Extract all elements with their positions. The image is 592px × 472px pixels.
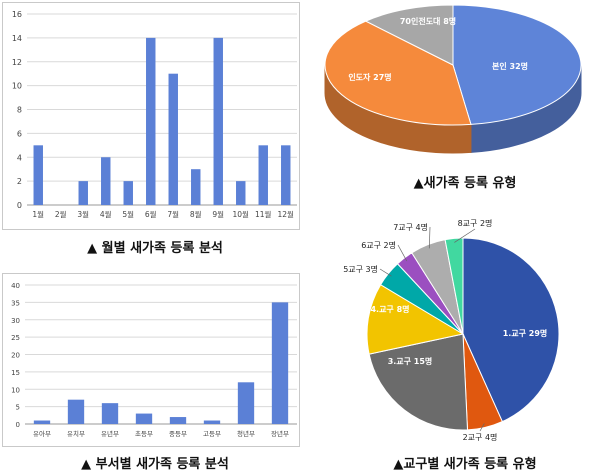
district-slice-label: 3.교구 15명 bbox=[388, 356, 433, 366]
department-chart-frame: 0 5 10 15 20 25 30 35 40 유아부 유치부 유년부 초등부 중등부 고등부 청년부 장년부 bbox=[2, 273, 300, 447]
district-slice-label: 5교구 3명 bbox=[343, 264, 378, 274]
district-slice-label: 8교구 2명 bbox=[458, 218, 493, 228]
monthly-xtick-label: 3월 bbox=[77, 209, 89, 219]
department-ytick-label: 40 bbox=[11, 282, 20, 290]
monthly-xtick-label: 8월 bbox=[190, 209, 202, 219]
department-ytick-label: 30 bbox=[11, 317, 20, 325]
monthly-xtick-label: 5월 bbox=[122, 209, 134, 219]
district-slice-label: 2교구 4명 bbox=[463, 432, 498, 442]
pie3d-slice bbox=[452, 4, 582, 125]
district-pie-slice bbox=[444, 237, 464, 335]
department-bar-chart: 0 5 10 15 20 25 30 35 40 유아부 유치부 유년부 초등부 중등부 고등부 청년부 장년부 bbox=[11, 282, 297, 438]
district-leader-line bbox=[428, 226, 431, 249]
district-leader-line bbox=[397, 244, 408, 262]
district-pie-slice bbox=[462, 237, 560, 423]
monthly-ytick-label: 4 bbox=[17, 153, 22, 162]
district-pie-slice bbox=[368, 333, 469, 431]
monthly-xtick-label: 9월 bbox=[212, 209, 224, 219]
department-ytick-label: 25 bbox=[11, 334, 20, 342]
monthly-xtick-label: 7월 bbox=[167, 209, 179, 219]
department-bar bbox=[203, 420, 221, 424]
monthly-chart-caption: ▲ 월별 새가족 등록 분석 bbox=[87, 241, 223, 256]
district-leader-line bbox=[454, 228, 476, 243]
department-bar bbox=[237, 382, 255, 424]
monthly-bar bbox=[281, 145, 291, 205]
pie3d-slice bbox=[364, 4, 454, 66]
monthly-bar bbox=[101, 157, 111, 205]
monthly-bar bbox=[78, 181, 88, 205]
pie3d-slice bbox=[324, 20, 472, 126]
monthly-bar bbox=[236, 181, 246, 205]
monthly-ytick-label: 14 bbox=[12, 34, 22, 43]
monthly-xtick-label: 10월 bbox=[233, 209, 250, 219]
department-bar bbox=[271, 302, 289, 424]
pie3d-slice-label: 본인 32명 bbox=[492, 61, 528, 71]
department-bar bbox=[169, 417, 187, 424]
monthly-bar bbox=[168, 73, 178, 205]
registration-type-caption: ▲새가족 등록 유형 bbox=[413, 176, 517, 191]
monthly-ytick-label: 8 bbox=[17, 106, 22, 115]
department-ytick-label: 35 bbox=[11, 299, 20, 307]
department-xtick-label: 유년부 bbox=[101, 429, 119, 438]
department-xtick-label: 유치부 bbox=[67, 429, 85, 438]
monthly-xtick-label: 6월 bbox=[145, 209, 157, 219]
department-xtick-label: 장년부 bbox=[271, 429, 289, 438]
district-slice-label: 7교구 4명 bbox=[393, 222, 428, 232]
monthly-xtick-label: 4월 bbox=[100, 209, 112, 219]
monthly-chart-frame: 0 2 4 6 8 10 12 14 16 1월 2월 3월 4월 5월 6월 7월 8월 9월 10월 11월 12월 bbox=[2, 2, 300, 230]
department-xtick-label: 중등부 bbox=[169, 430, 187, 438]
department-bar bbox=[135, 413, 153, 424]
department-ytick-label: 5 bbox=[16, 404, 20, 412]
district-pie-chart: 1.교구 29명 2교구 4명 3.교구 15명 4.교구 8명 5교구 3명 6교구 2… bbox=[343, 218, 560, 442]
department-bar bbox=[101, 403, 119, 424]
monthly-xtick-label: 12월 bbox=[278, 209, 295, 219]
monthly-ytick-label: 6 bbox=[17, 129, 22, 138]
department-bar bbox=[67, 399, 85, 424]
district-pie-slice bbox=[366, 284, 465, 355]
monthly-ytick-label: 2 bbox=[17, 177, 22, 186]
department-xtick-label: 청년부 bbox=[237, 429, 255, 438]
department-bar bbox=[33, 420, 51, 424]
monthly-bar bbox=[213, 37, 223, 205]
district-leader-line bbox=[379, 268, 392, 277]
monthly-bar bbox=[33, 145, 43, 205]
department-xtick-label: 초등부 bbox=[135, 430, 153, 438]
department-ytick-label: 20 bbox=[11, 352, 20, 360]
monthly-bar bbox=[146, 37, 156, 205]
monthly-xtick-label: 1월 bbox=[32, 209, 44, 219]
monthly-bar bbox=[191, 169, 201, 205]
monthly-bar bbox=[123, 181, 133, 205]
monthly-bar bbox=[258, 145, 268, 205]
department-ytick-label: 0 bbox=[16, 421, 20, 429]
department-chart-caption: ▲ 부서별 새가족 등록 분석 bbox=[81, 457, 229, 472]
department-xtick-label: 고등부 bbox=[203, 430, 221, 438]
pie3d-slice-label: 인도자 27명 bbox=[348, 72, 391, 82]
monthly-ytick-label: 16 bbox=[12, 10, 22, 19]
district-leader-line bbox=[479, 423, 485, 432]
district-slice-label: 6교구 2명 bbox=[361, 240, 396, 250]
monthly-ytick-label: 12 bbox=[12, 58, 22, 67]
department-xtick-label: 유아부 bbox=[33, 429, 51, 438]
pie3d-slice-label: 70인전도대 8명 bbox=[400, 16, 456, 26]
district-slice-label: 4.교구 8명 bbox=[370, 304, 409, 314]
district-chart-caption: ▲교구별 새가족 등록 유형 bbox=[393, 457, 537, 472]
monthly-bar-chart: 0 2 4 6 8 10 12 14 16 1월 2월 3월 4월 5월 6월 7월 8월 9월 10월 11월 12월 bbox=[12, 10, 297, 219]
monthly-xtick-label: 2월 bbox=[55, 209, 67, 219]
monthly-ytick-label: 10 bbox=[12, 82, 22, 91]
department-ytick-label: 15 bbox=[11, 369, 20, 377]
district-slice-label: 1.교구 29명 bbox=[503, 328, 548, 338]
monthly-ytick-label: 0 bbox=[17, 201, 22, 210]
department-ytick-label: 10 bbox=[11, 386, 20, 394]
monthly-xtick-label: 11월 bbox=[255, 209, 272, 219]
